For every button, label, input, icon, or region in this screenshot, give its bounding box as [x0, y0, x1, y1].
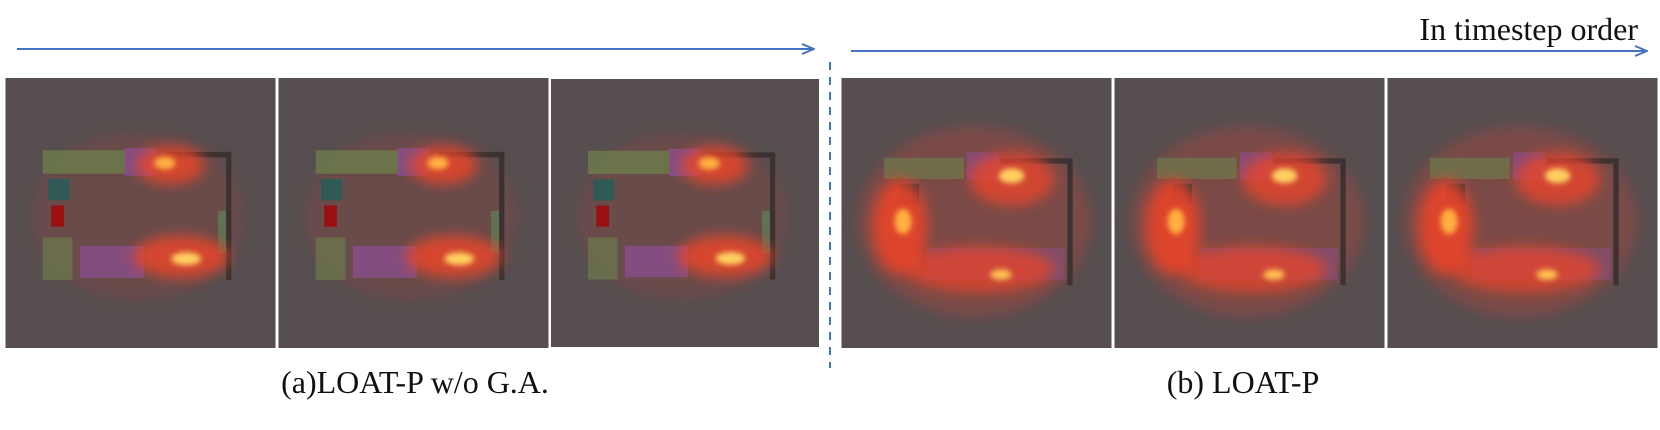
caption: (a)LOAT-P w/o G.A. — [281, 364, 549, 400]
heatmap-panel — [842, 78, 1112, 348]
heatmap-panel — [6, 78, 276, 348]
heatmap-panel — [1388, 78, 1658, 348]
caption: (b) LOAT-P — [1167, 364, 1320, 400]
arrow-label: In timestep order — [1419, 11, 1638, 47]
heatmap-panel — [279, 78, 549, 348]
heatmap-panel — [1115, 78, 1385, 348]
heatmap-panel — [551, 79, 819, 347]
